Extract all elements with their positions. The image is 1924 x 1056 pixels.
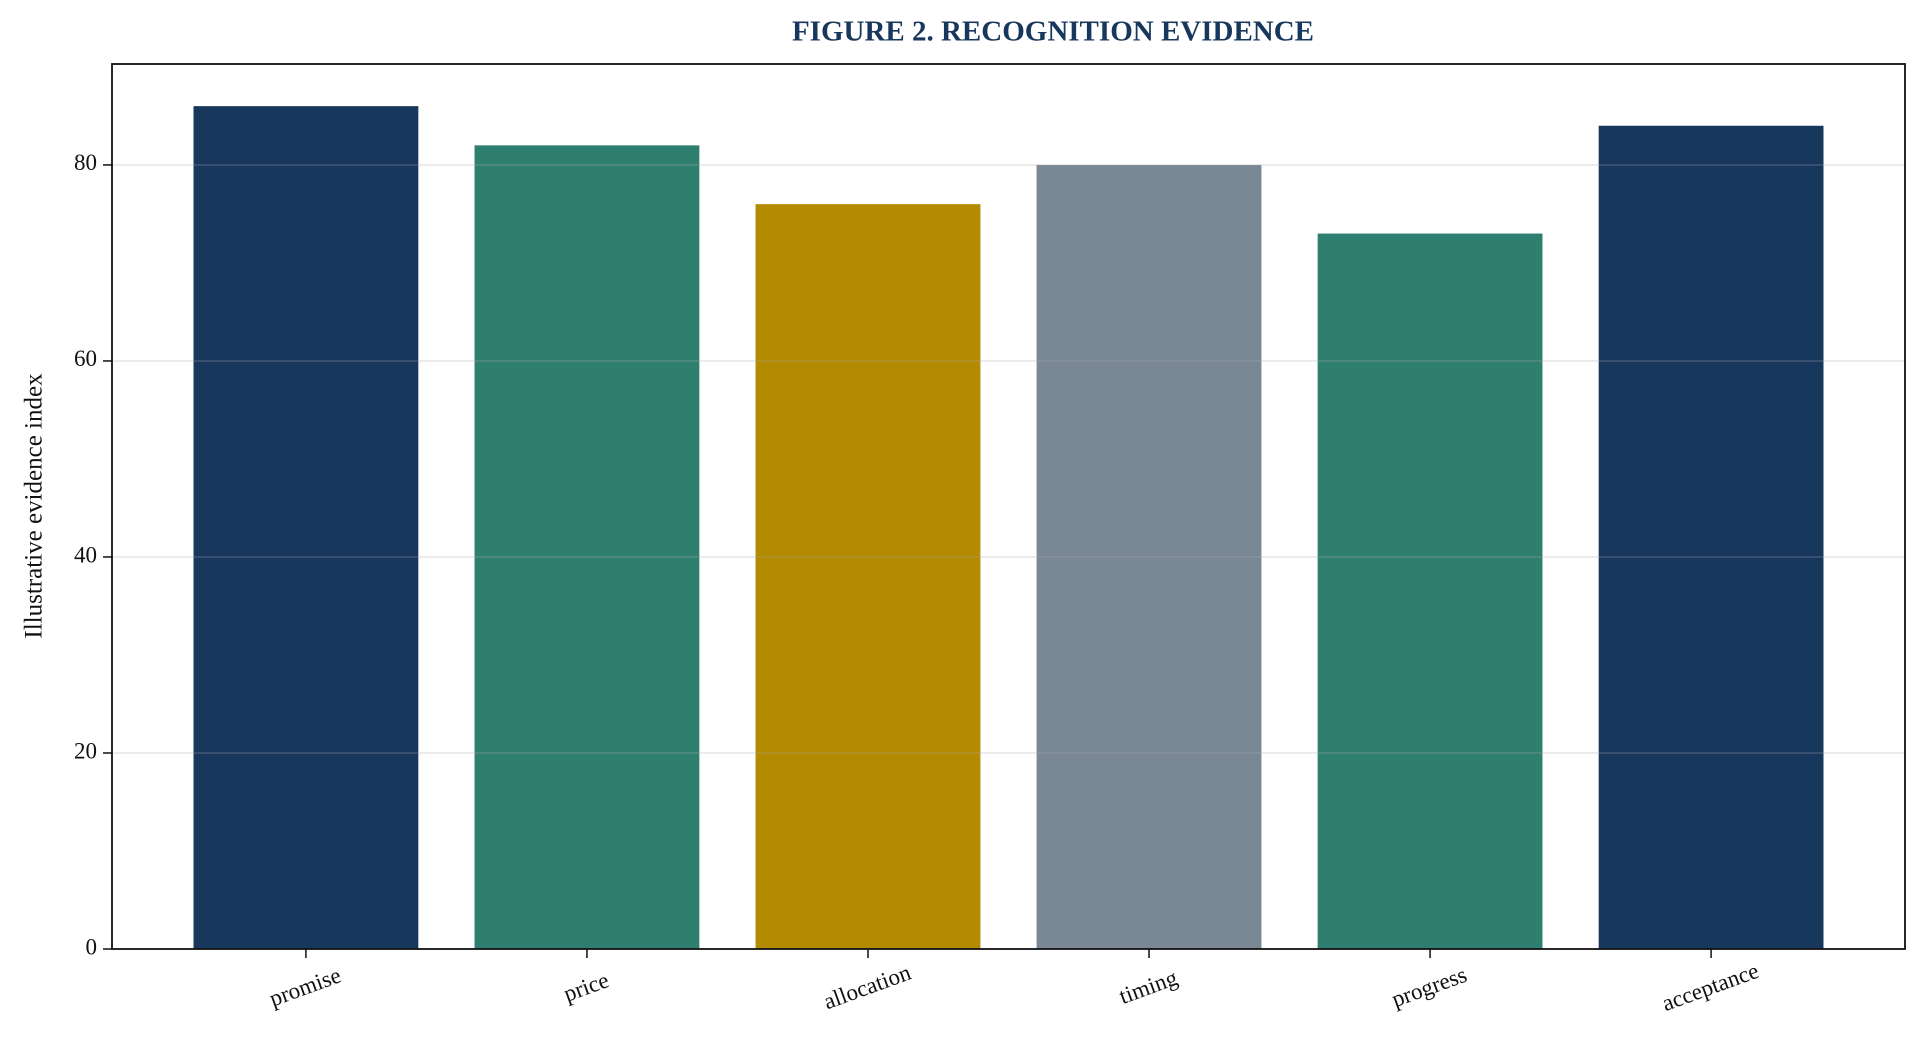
x-tick-label: price xyxy=(560,967,612,1006)
x-tick-label: progress xyxy=(1388,962,1470,1012)
bar xyxy=(755,204,981,949)
x-tick-label: timing xyxy=(1116,965,1181,1009)
bar xyxy=(193,106,419,949)
y-tick-label: 20 xyxy=(74,738,97,763)
x-tick-label: allocation xyxy=(820,959,914,1014)
y-axis-label: Illustrative evidence index xyxy=(21,373,48,639)
x-tick-label: acceptance xyxy=(1659,958,1762,1016)
bar xyxy=(474,145,700,949)
bar xyxy=(1036,164,1262,949)
y-tick-label: 80 xyxy=(74,150,97,175)
y-tick-label: 40 xyxy=(74,542,97,567)
y-tick-label: 0 xyxy=(86,934,98,959)
chart-title: FIGURE 2. RECOGNITION EVIDENCE xyxy=(792,16,1314,48)
plot-frame xyxy=(111,63,1906,950)
bar xyxy=(1317,233,1543,949)
x-tick-label: promise xyxy=(266,962,344,1011)
bar xyxy=(1598,125,1824,949)
y-tick-label: 60 xyxy=(74,346,97,371)
